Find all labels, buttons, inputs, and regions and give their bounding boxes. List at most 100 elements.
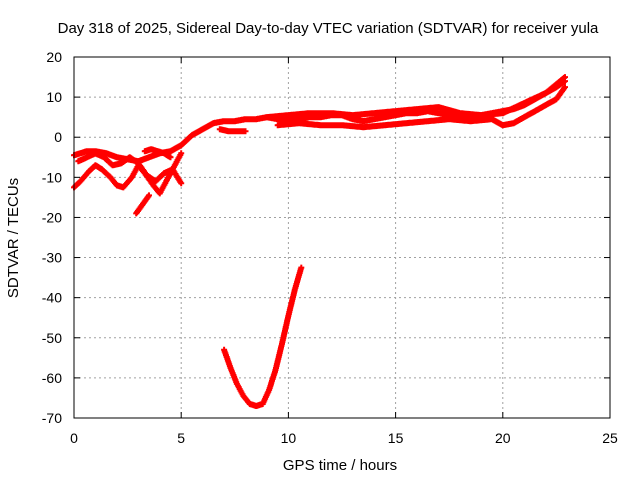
series-5 bbox=[133, 192, 152, 217]
data-point bbox=[437, 112, 440, 114]
data-point bbox=[150, 148, 152, 150]
data-point bbox=[244, 118, 247, 120]
plot-frame bbox=[73, 56, 611, 419]
data-point bbox=[116, 156, 118, 158]
data-point bbox=[165, 180, 167, 182]
data-point bbox=[227, 130, 229, 132]
data-point bbox=[384, 116, 386, 118]
x-tick-label: 20 bbox=[495, 430, 511, 446]
data-point bbox=[94, 164, 97, 166]
data-point bbox=[362, 120, 365, 122]
data-point bbox=[502, 124, 504, 126]
chart-title: Day 318 of 2025, Sidereal Day-to-day VTE… bbox=[58, 20, 599, 37]
data-point bbox=[212, 122, 214, 124]
tick-layer: 0 5 10 15 20 25 -70 -60 -50 -40 -30 -20 -10 0 10 20 bbox=[42, 49, 618, 446]
x-tick-label: 10 bbox=[281, 430, 297, 446]
x-axis-title: GPS time / hours bbox=[283, 457, 397, 474]
data-point bbox=[534, 110, 536, 112]
data-point bbox=[94, 152, 97, 154]
data-point bbox=[298, 122, 300, 124]
data-point bbox=[122, 186, 124, 188]
data-point bbox=[523, 102, 525, 104]
data-point bbox=[319, 116, 322, 118]
y-tick-label: -60 bbox=[42, 370, 62, 386]
data-point bbox=[172, 168, 174, 170]
data-point bbox=[135, 212, 137, 215]
data-point bbox=[437, 106, 440, 108]
y-tick-label: 20 bbox=[46, 49, 62, 65]
data-point bbox=[298, 118, 300, 120]
y-tick-label: -40 bbox=[42, 290, 62, 306]
data-point bbox=[159, 192, 161, 194]
data-point bbox=[180, 144, 182, 146]
data-point bbox=[564, 76, 566, 78]
data-point bbox=[157, 150, 159, 152]
series-markers bbox=[133, 192, 152, 217]
series-4 bbox=[75, 150, 185, 187]
data-point bbox=[309, 116, 311, 118]
y-tick-label: -30 bbox=[42, 250, 62, 266]
data-point bbox=[274, 369, 277, 371]
data-point bbox=[202, 128, 204, 130]
data-point bbox=[219, 128, 221, 130]
data-point bbox=[480, 114, 482, 116]
data-point bbox=[268, 389, 270, 391]
data-point bbox=[416, 112, 418, 114]
data-point bbox=[277, 124, 279, 126]
data-point bbox=[373, 112, 375, 114]
data-point bbox=[545, 92, 547, 94]
data-point bbox=[169, 156, 172, 158]
data-point bbox=[116, 184, 118, 186]
data-point bbox=[262, 403, 264, 405]
data-point bbox=[427, 120, 429, 122]
data-point bbox=[502, 112, 504, 114]
data-point bbox=[129, 156, 131, 158]
data-point bbox=[512, 122, 515, 124]
data-point bbox=[88, 170, 90, 172]
series-markers bbox=[216, 126, 249, 135]
data-point bbox=[109, 176, 112, 178]
data-point bbox=[131, 176, 133, 178]
data-point bbox=[180, 182, 182, 184]
y-axis-title: SDTVAR / TECUs bbox=[5, 178, 22, 298]
data-point bbox=[564, 86, 566, 88]
data-point bbox=[459, 112, 461, 114]
data-point bbox=[79, 152, 82, 154]
data-point bbox=[448, 114, 450, 116]
data-point bbox=[79, 180, 82, 182]
data-point bbox=[341, 124, 343, 126]
data-point bbox=[281, 343, 283, 345]
data-layer bbox=[71, 74, 568, 409]
data-point bbox=[255, 405, 257, 407]
data-point bbox=[236, 130, 238, 132]
data-point bbox=[152, 184, 154, 186]
data-point bbox=[470, 120, 472, 122]
data-point bbox=[287, 315, 289, 317]
series-7 bbox=[216, 126, 249, 135]
y-tick-label: 10 bbox=[46, 89, 62, 105]
data-point bbox=[352, 114, 354, 116]
data-point bbox=[352, 118, 354, 120]
data-point bbox=[255, 118, 257, 120]
data-point bbox=[234, 120, 236, 122]
series-6 bbox=[141, 146, 174, 161]
x-tick-label: 0 bbox=[70, 430, 78, 446]
data-point bbox=[330, 112, 332, 114]
x-tick-label: 25 bbox=[602, 430, 618, 446]
data-point bbox=[555, 98, 558, 100]
data-point bbox=[223, 120, 225, 122]
data-point bbox=[491, 118, 493, 120]
data-point bbox=[373, 118, 375, 120]
data-point bbox=[384, 124, 386, 126]
data-point bbox=[146, 174, 148, 176]
y-tick-label: -20 bbox=[42, 209, 62, 225]
data-point bbox=[405, 122, 407, 124]
data-point bbox=[174, 164, 176, 166]
data-point bbox=[139, 206, 142, 209]
data-point bbox=[223, 349, 225, 351]
data-point bbox=[86, 150, 88, 152]
data-point bbox=[144, 150, 146, 152]
x-tick-label: 15 bbox=[388, 430, 404, 446]
